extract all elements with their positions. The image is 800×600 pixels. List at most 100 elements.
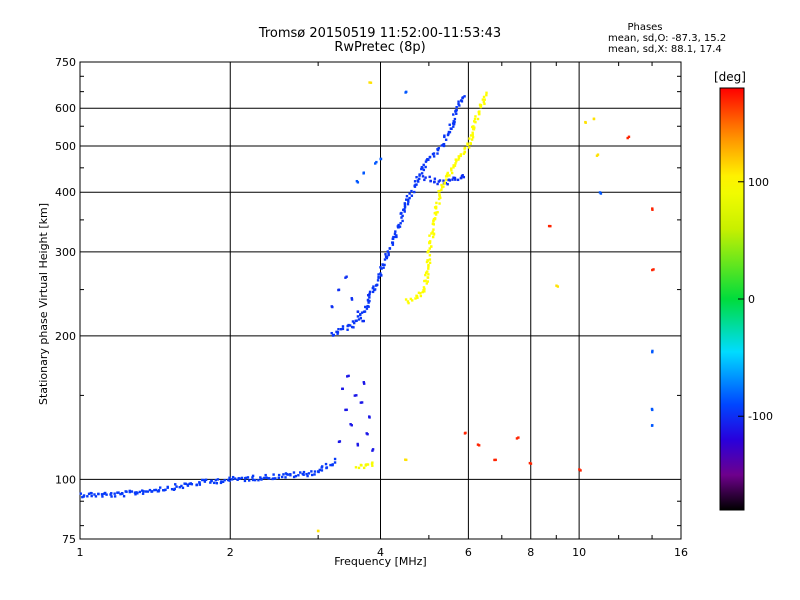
data-point — [461, 96, 464, 100]
data-point — [302, 470, 306, 474]
data-point — [228, 476, 231, 479]
data-point — [440, 186, 444, 189]
data-point — [477, 444, 481, 447]
data-point — [368, 290, 372, 294]
data-point — [425, 282, 429, 285]
data-point — [482, 95, 486, 99]
data-point — [423, 178, 426, 182]
data-point — [388, 247, 392, 250]
data-point — [105, 493, 108, 496]
data-point — [219, 481, 223, 485]
data-point — [367, 301, 370, 304]
data-point — [434, 213, 438, 216]
data-point — [418, 174, 421, 177]
data-point — [482, 100, 486, 104]
data-point — [251, 474, 255, 478]
data-point — [415, 175, 418, 179]
data-point — [310, 470, 313, 473]
data-point — [424, 165, 427, 169]
data-point — [448, 178, 451, 181]
data-point — [220, 480, 223, 483]
data-point — [264, 473, 267, 477]
data-point — [442, 144, 446, 148]
data-point — [436, 148, 439, 151]
data-point — [212, 481, 216, 485]
data-point — [305, 472, 308, 476]
data-point — [119, 492, 122, 496]
data-point — [444, 138, 448, 141]
data-point — [110, 492, 113, 495]
y-tick-label: 400 — [55, 186, 76, 199]
data-point — [181, 486, 185, 490]
data-point — [352, 326, 355, 329]
data-point — [438, 193, 441, 196]
data-point — [226, 478, 230, 482]
data-point — [459, 153, 463, 156]
y-tick-label: 750 — [55, 56, 76, 69]
data-point — [313, 473, 316, 476]
data-point — [175, 485, 178, 488]
data-point — [411, 299, 414, 302]
colorbar-label: [deg] — [714, 70, 746, 84]
x-tick-label: 2 — [227, 546, 234, 559]
data-point — [464, 431, 467, 435]
data-point — [367, 305, 370, 308]
data-point — [117, 491, 120, 494]
data-point — [434, 205, 438, 209]
data-point — [198, 481, 201, 485]
data-point — [450, 171, 454, 175]
data-point — [448, 174, 451, 177]
data-point — [346, 328, 349, 331]
data-point — [216, 478, 220, 481]
data-point — [349, 423, 352, 426]
data-point — [214, 478, 218, 482]
data-point — [376, 279, 380, 282]
colorbar — [719, 87, 745, 511]
data-point — [81, 495, 84, 499]
data-point — [421, 290, 424, 294]
data-point — [130, 490, 134, 493]
data-point — [447, 132, 450, 136]
data-point — [368, 299, 371, 303]
colorbar-tick-label: -100 — [748, 410, 773, 423]
data-point — [302, 473, 305, 476]
data-point — [457, 156, 461, 160]
data-point — [440, 144, 444, 147]
data-point — [476, 443, 480, 446]
data-point — [173, 487, 176, 491]
data-point — [453, 176, 457, 180]
x-axis-label: Frequency [MHz] — [334, 555, 427, 568]
data-point — [401, 214, 404, 218]
data-point — [415, 183, 418, 186]
data-point — [336, 331, 340, 334]
data-point — [452, 122, 456, 126]
data-point — [359, 463, 363, 467]
data-point — [86, 495, 89, 498]
data-point — [420, 167, 423, 171]
data-point — [578, 468, 581, 471]
data-point — [330, 331, 333, 335]
data-point — [356, 442, 359, 446]
data-point — [426, 157, 429, 161]
data-point — [246, 476, 250, 479]
data-point — [346, 375, 349, 378]
data-point — [457, 102, 460, 106]
chart-subtitle: RwPretec (8p) — [334, 40, 426, 55]
data-point — [403, 202, 406, 205]
data-point — [416, 179, 420, 182]
data-point — [259, 476, 262, 479]
data-point — [113, 492, 116, 495]
data-point — [134, 493, 137, 496]
data-point — [221, 480, 225, 483]
data-point — [257, 479, 260, 482]
data-point — [186, 484, 190, 487]
data-point — [592, 117, 596, 120]
data-point — [379, 272, 382, 275]
data-point — [556, 285, 560, 288]
data-point — [286, 473, 290, 476]
y-tick-label: 500 — [55, 140, 76, 153]
data-point — [272, 477, 275, 480]
data-point — [422, 163, 425, 167]
data-point — [125, 490, 128, 493]
data-point — [430, 232, 433, 235]
